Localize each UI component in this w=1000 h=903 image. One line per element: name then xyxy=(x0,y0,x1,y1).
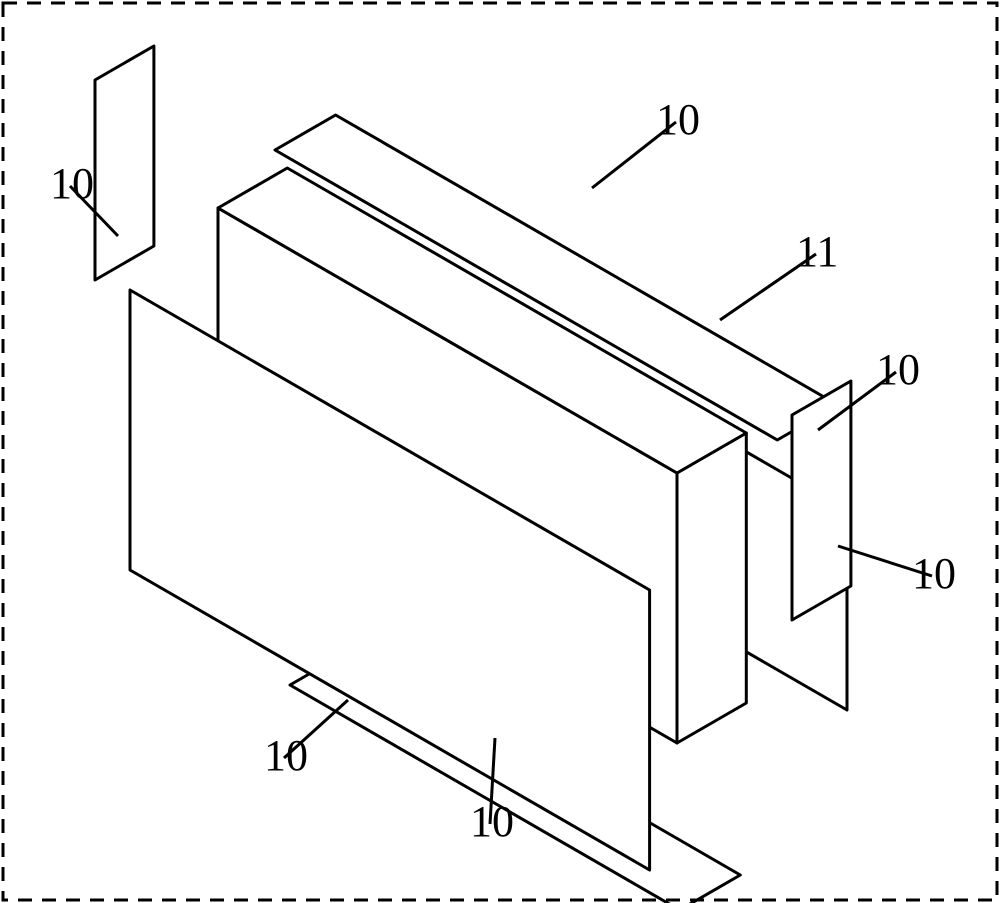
callout-label: 10 xyxy=(470,797,514,846)
callout-label: 10 xyxy=(876,345,920,394)
callout-label: 10 xyxy=(50,159,94,208)
figure-canvas: 10 11 10 10 10 10 10 xyxy=(0,0,1000,903)
callout-label: 10 xyxy=(264,731,308,780)
diagram-svg: 10 11 10 10 10 10 10 xyxy=(0,0,1000,903)
callout-label: 10 xyxy=(912,549,956,598)
callout-label: 11 xyxy=(796,227,838,276)
callout-label: 10 xyxy=(656,95,700,144)
